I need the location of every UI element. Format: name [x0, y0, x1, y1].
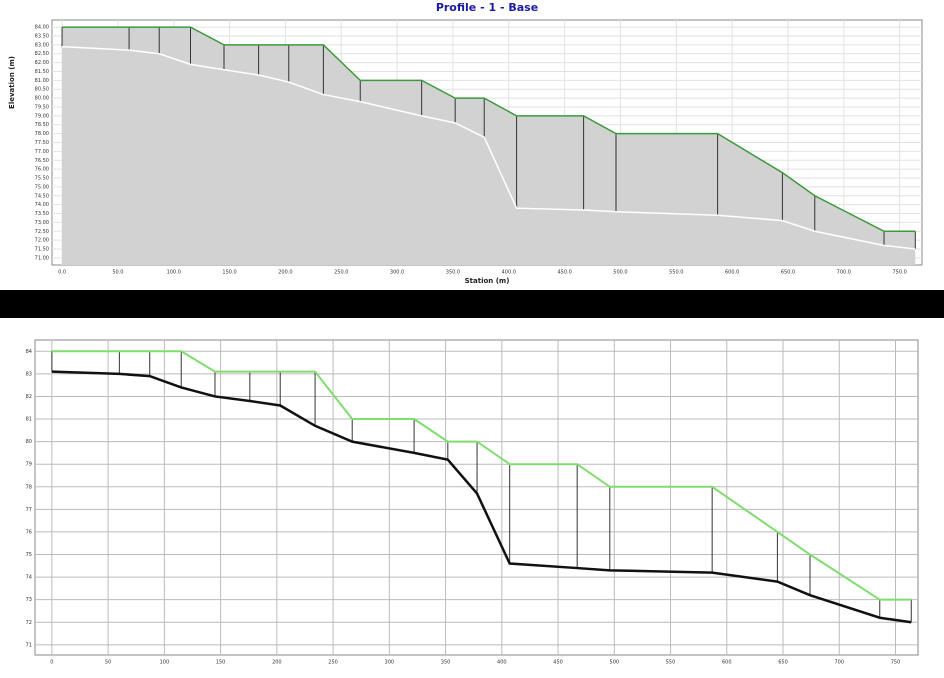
x-tick-label: 400 [497, 660, 507, 666]
y-tick-label: 78.00 [35, 131, 49, 137]
x-tick-label: 600 [722, 660, 732, 666]
y-tick-label: 76 [26, 529, 32, 535]
y-tick-label: 83 [26, 371, 32, 377]
x-tick-label: 250.0 [334, 270, 348, 276]
y-tick-label: 74.00 [35, 202, 49, 208]
x-tick-label: 150 [216, 660, 226, 666]
x-tick-label: 200 [272, 660, 282, 666]
x-tick-label: 100.0 [167, 270, 181, 276]
x-tick-label: 550.0 [669, 270, 683, 276]
series-line [51, 350, 912, 601]
y-tick-label: 81.50 [35, 69, 49, 75]
y-tick-label: 84 [26, 349, 32, 355]
y-tick-label: 83.00 [35, 42, 49, 48]
x-tick-label: 650 [778, 660, 788, 666]
x-tick-label: 100 [160, 660, 170, 666]
y-tick-label: 79 [26, 462, 32, 468]
y-tick-label: 73.00 [35, 220, 49, 226]
chart-title: Profile - 1 - Base [436, 1, 538, 14]
x-tick-label: 600.0 [725, 270, 739, 276]
x-tick-label: 700.0 [837, 270, 851, 276]
x-tick-label: 500.0 [613, 270, 627, 276]
series-line [51, 370, 912, 624]
y-tick-label: 79.00 [35, 113, 49, 119]
x-tick-label: 150.0 [222, 270, 236, 276]
series-line [62, 45, 916, 250]
x-tick-label: 550 [666, 660, 676, 666]
y-tick-label: 81 [26, 417, 32, 423]
y-tick-label: 71.50 [35, 247, 49, 253]
y-tick-label: 72.50 [35, 229, 49, 235]
y-tick-label: 71 [26, 642, 32, 648]
y-tick-label: 72.00 [35, 238, 49, 244]
x-tick-label: 750.0 [892, 270, 906, 276]
series-line [62, 26, 916, 233]
x-tick-label: 0.0 [58, 270, 66, 276]
y-tick-label: 84.00 [35, 25, 49, 31]
y-tick-label: 82.00 [35, 60, 49, 66]
x-tick-label: 300.0 [390, 270, 404, 276]
y-tick-label: 72 [26, 620, 32, 626]
y-tick-label: 75.00 [35, 184, 49, 190]
x-tick-label: 500 [610, 660, 620, 666]
y-tick-label: 78 [26, 484, 32, 490]
y-tick-label: 80 [26, 439, 32, 445]
x-tick-label: 650.0 [781, 270, 795, 276]
y-tick-label: 80.50 [35, 87, 49, 93]
x-tick-label: 0 [50, 660, 53, 666]
x-tick-label: 350.0 [446, 270, 460, 276]
y-tick-label: 82 [26, 394, 32, 400]
plot-area [34, 339, 919, 656]
y-axis-label: Elevation (m) [8, 56, 16, 109]
x-tick-label: 450 [553, 660, 563, 666]
x-axis-label: Station (m) [465, 277, 510, 285]
y-tick-label: 74.50 [35, 193, 49, 199]
y-tick-label: 73 [26, 597, 32, 603]
y-tick-label: 81.00 [35, 78, 49, 84]
y-tick-label: 73.50 [35, 211, 49, 217]
x-tick-label: 250 [328, 660, 338, 666]
y-tick-label: 74 [26, 575, 32, 581]
y-tick-label: 82.50 [35, 51, 49, 57]
y-tick-label: 80.00 [35, 96, 49, 102]
x-tick-label: 450.0 [557, 270, 571, 276]
x-tick-label: 200.0 [278, 270, 292, 276]
y-tick-label: 75.50 [35, 176, 49, 182]
y-tick-label: 76.00 [35, 167, 49, 173]
x-tick-label: 700 [834, 660, 844, 666]
y-tick-label: 77.00 [35, 149, 49, 155]
y-tick-label: 75 [26, 552, 32, 558]
x-tick-label: 300 [385, 660, 395, 666]
y-tick-label: 77 [26, 507, 32, 513]
x-tick-label: 50.0 [112, 270, 123, 276]
x-tick-label: 50 [105, 660, 111, 666]
x-tick-label: 750 [891, 660, 901, 666]
x-tick-label: 350 [441, 660, 451, 666]
x-tick-label: 400.0 [502, 270, 516, 276]
y-tick-label: 76.50 [35, 158, 49, 164]
y-tick-label: 78.50 [35, 122, 49, 128]
y-tick-label: 71.00 [35, 255, 49, 261]
y-tick-label: 79.50 [35, 104, 49, 110]
y-tick-label: 83.50 [35, 33, 49, 39]
y-tick-label: 77.50 [35, 140, 49, 146]
